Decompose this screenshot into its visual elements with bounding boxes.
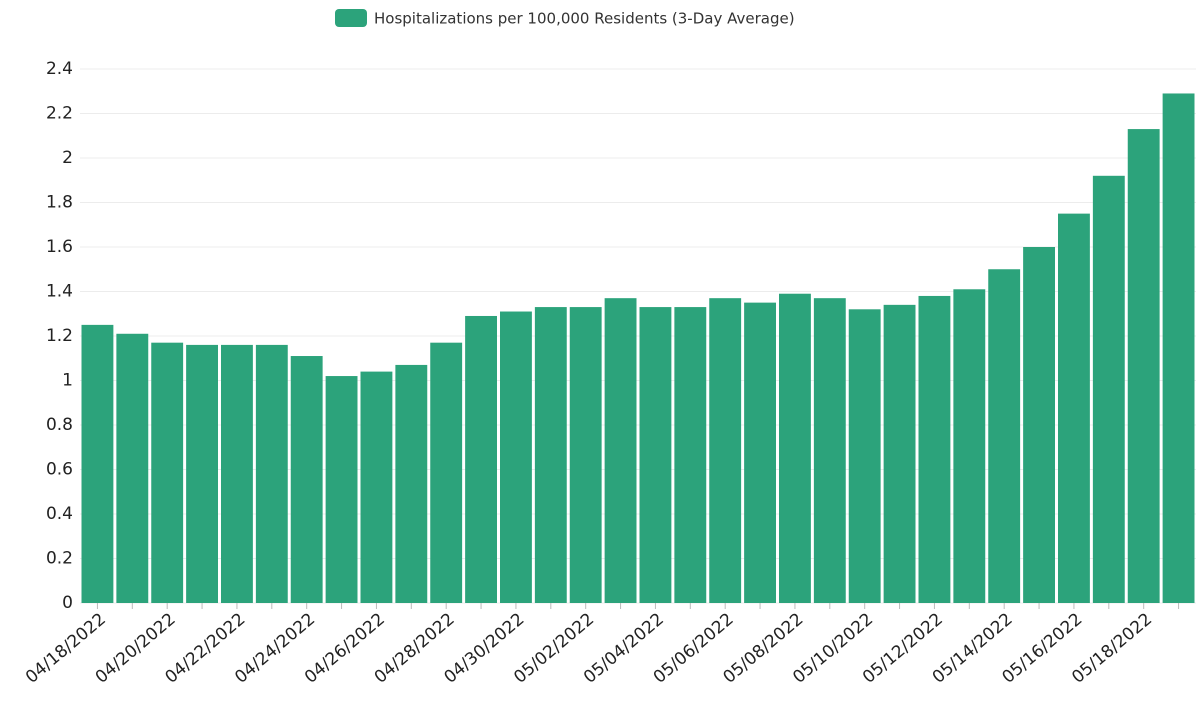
bar <box>325 376 358 603</box>
bar <box>953 289 986 603</box>
bar <box>465 315 497 603</box>
y-tick-label: 1 <box>62 371 73 391</box>
bar <box>883 304 916 603</box>
y-tick-label: 0 <box>62 593 73 613</box>
y-tick-label: 0.8 <box>46 415 73 435</box>
bar <box>1162 93 1195 603</box>
y-tick-label: 2.4 <box>46 59 73 79</box>
bar <box>744 302 776 603</box>
bar <box>186 344 218 603</box>
legend-swatch <box>335 9 367 27</box>
bar <box>534 307 567 603</box>
bar <box>360 371 393 603</box>
bar <box>500 311 532 603</box>
bar <box>1023 247 1055 603</box>
y-tick-label: 1.2 <box>46 326 73 346</box>
bar <box>1058 213 1090 603</box>
y-tick-label: 1.8 <box>46 193 73 213</box>
y-tick-label: 0.2 <box>46 549 73 569</box>
bar <box>848 309 881 603</box>
y-tick-label: 2.2 <box>46 104 73 124</box>
bar <box>604 298 637 603</box>
y-tick-label: 1.4 <box>46 282 73 302</box>
y-tick-label: 0.4 <box>46 504 73 524</box>
legend-label: Hospitalizations per 100,000 Residents (… <box>374 10 795 28</box>
bar <box>988 269 1021 603</box>
bar <box>1092 175 1125 604</box>
bar <box>290 356 323 603</box>
bar <box>639 307 672 603</box>
bar <box>779 293 811 603</box>
bar <box>255 344 288 603</box>
bar <box>918 295 951 603</box>
bar <box>116 333 149 603</box>
bar <box>813 298 846 603</box>
y-tick-label: 1.6 <box>46 237 73 257</box>
bar <box>395 364 428 603</box>
y-tick-label: 0.6 <box>46 460 73 480</box>
bar <box>151 342 184 603</box>
bar <box>1127 129 1160 603</box>
bar <box>81 324 114 603</box>
bar <box>430 342 463 603</box>
bar <box>221 344 253 603</box>
bar <box>674 307 707 603</box>
bar <box>709 298 742 603</box>
y-tick-label: 2 <box>62 148 73 168</box>
bar <box>569 307 602 603</box>
